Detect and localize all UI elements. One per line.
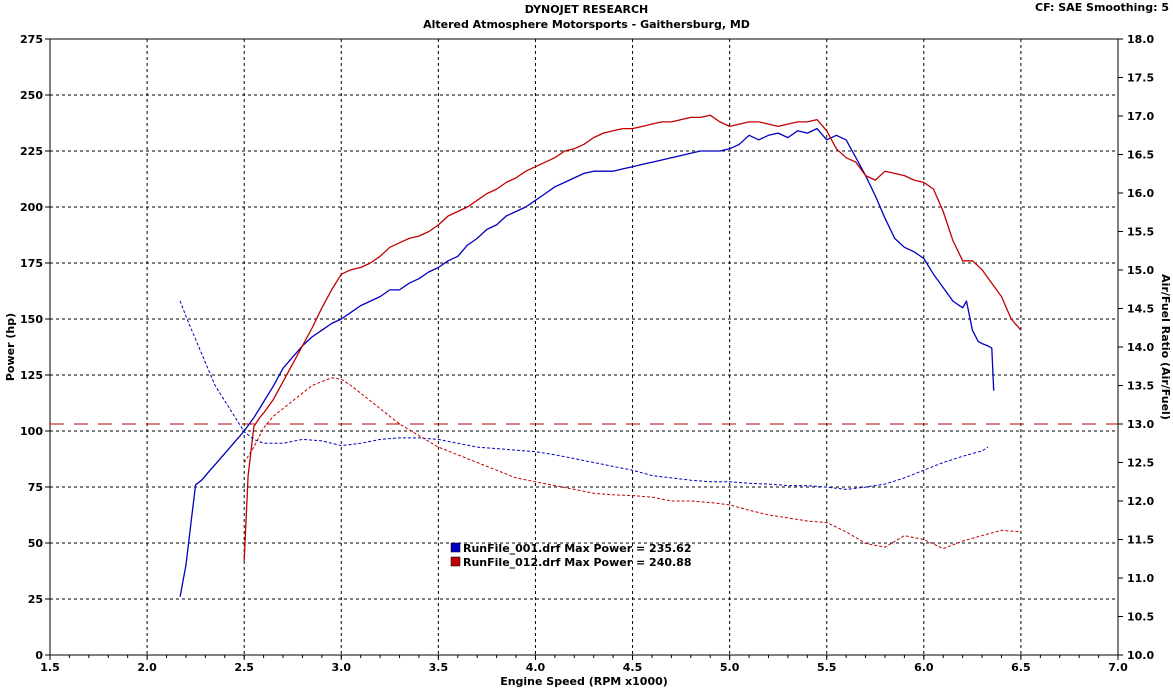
x-tick-label: 7.0 bbox=[1108, 661, 1128, 674]
series-group bbox=[50, 114, 1118, 597]
y2-tick-label: 14.0 bbox=[1127, 341, 1154, 354]
y2-tick-label: 10.5 bbox=[1127, 611, 1154, 624]
y-tick-label: 250 bbox=[20, 89, 43, 102]
grid bbox=[50, 39, 1118, 655]
y-tick-label: 225 bbox=[20, 145, 43, 158]
y-tick-label: 100 bbox=[20, 425, 43, 438]
y-tick-label: 150 bbox=[20, 313, 43, 326]
y-tick-label: 50 bbox=[28, 537, 44, 550]
afr-line-2 bbox=[243, 377, 1021, 550]
axes: 1.5 2.0 2.5 3.0 3.5 4.0 4.5 5.0 5.5 6.0 6.5 7.0 0 25 5… bbox=[20, 33, 1154, 674]
y-axis-label: Power (hp) bbox=[4, 313, 17, 381]
y-tick-label: 125 bbox=[20, 369, 43, 382]
legend: RunFile_001.drf Max Power = 235.62RunFil… bbox=[450, 542, 692, 569]
y2-tick-label: 13.5 bbox=[1127, 380, 1154, 393]
y2-tick-label: 11.5 bbox=[1127, 534, 1154, 547]
afr-line-1 bbox=[179, 300, 989, 490]
x-tick-label: 4.0 bbox=[526, 661, 546, 674]
y2-tick-label: 11.0 bbox=[1127, 572, 1154, 585]
y2-tick-label: 17.0 bbox=[1127, 110, 1154, 123]
x-tick-label: 1.5 bbox=[40, 661, 60, 674]
y2-tick-label: 16.5 bbox=[1127, 149, 1154, 162]
legend-swatch bbox=[450, 556, 461, 567]
chart-subtitle: Altered Atmosphere Motorsports - Gaither… bbox=[423, 18, 750, 31]
power-line-2 bbox=[243, 114, 1022, 561]
x-tick-label: 4.5 bbox=[623, 661, 643, 674]
y2-tick-label: 18.0 bbox=[1127, 33, 1154, 46]
y2-axis-label: Air/Fuel Ratio (Air/Fuel) bbox=[1159, 274, 1172, 420]
legend-label: RunFile_012.drf Max Power = 240.88 bbox=[463, 556, 692, 569]
x-tick-label: 5.5 bbox=[817, 661, 837, 674]
x-tick-label: 6.0 bbox=[914, 661, 934, 674]
y-tick-label: 200 bbox=[20, 201, 43, 214]
y2-tick-label: 10.0 bbox=[1127, 649, 1154, 662]
y2-tick-label: 16.0 bbox=[1127, 187, 1154, 200]
x-tick-label: 3.0 bbox=[332, 661, 352, 674]
y2-tick-label: 12.5 bbox=[1127, 457, 1154, 470]
x-tick-label: 2.5 bbox=[234, 661, 254, 674]
x-tick-label: 6.5 bbox=[1011, 661, 1031, 674]
y-tick-label: 0 bbox=[35, 649, 43, 662]
x-tick-label: 2.0 bbox=[137, 661, 157, 674]
y2-tick-label: 15.5 bbox=[1127, 226, 1154, 239]
x-axis-label: Engine Speed (RPM x1000) bbox=[500, 675, 668, 688]
x-tick-label: 3.5 bbox=[429, 661, 449, 674]
x-tick-label: 5.0 bbox=[720, 661, 740, 674]
power-line-1 bbox=[179, 127, 995, 597]
y2-tick-label: 15.0 bbox=[1127, 264, 1154, 277]
y-tick-label: 25 bbox=[28, 593, 43, 606]
correction-factor-label: CF: SAE Smoothing: 5 bbox=[1035, 1, 1169, 14]
y2-tick-label: 13.0 bbox=[1127, 418, 1154, 431]
legend-swatch bbox=[450, 542, 461, 553]
legend-label: RunFile_001.drf Max Power = 235.62 bbox=[463, 542, 692, 555]
chart-title: DYNOJET RESEARCH bbox=[524, 3, 649, 16]
y2-tick-label: 14.5 bbox=[1127, 303, 1154, 316]
y2-tick-label: 12.0 bbox=[1127, 495, 1154, 508]
y-tick-label: 75 bbox=[28, 481, 43, 494]
y-tick-label: 175 bbox=[20, 257, 43, 270]
y2-tick-label: 17.5 bbox=[1127, 72, 1154, 85]
y-tick-label: 275 bbox=[20, 33, 43, 46]
